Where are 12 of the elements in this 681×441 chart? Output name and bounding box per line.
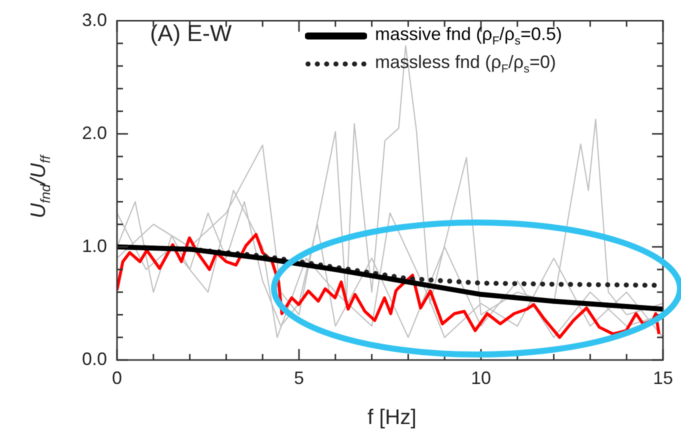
x-tick-label: 0 — [112, 368, 122, 388]
y-tick-label: 0.0 — [82, 348, 107, 369]
x-tick-label: 5 — [294, 368, 304, 388]
text: massive fnd (ρ$_{F}$/ρ$_{s}$=0.5) — [375, 24, 562, 48]
x-axis-title: f [Hz] — [367, 406, 417, 430]
x-tick-label: 10 — [470, 368, 492, 388]
y-tick-label: 2.0 — [82, 122, 107, 143]
y-tick-label: 1.0 — [82, 236, 107, 256]
legend-label: massless fnd (ρ$_{F}$/ρ$_{s}$=0) — [375, 52, 556, 76]
annotation: (A) E-W — [150, 20, 232, 47]
y-tick-label: 3.0 — [82, 10, 107, 30]
x-tick-label: 15 — [652, 368, 674, 388]
